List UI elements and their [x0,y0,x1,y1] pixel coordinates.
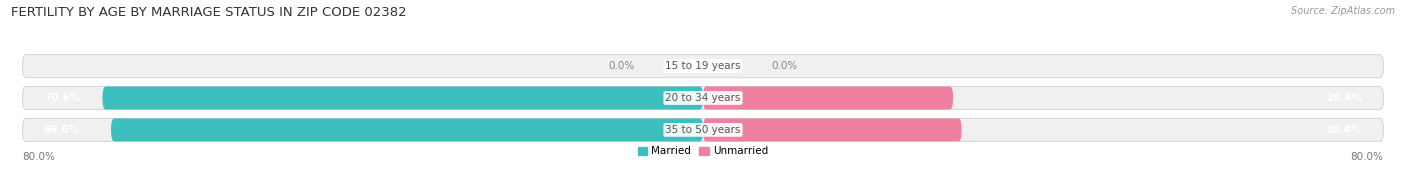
Text: 29.4%: 29.4% [1326,93,1362,103]
Text: 30.4%: 30.4% [1326,125,1362,135]
FancyBboxPatch shape [703,118,962,141]
FancyBboxPatch shape [22,55,1384,78]
Text: 20 to 34 years: 20 to 34 years [665,93,741,103]
Text: 0.0%: 0.0% [770,61,797,71]
Text: 15 to 19 years: 15 to 19 years [665,61,741,71]
Legend: Married, Unmarried: Married, Unmarried [638,146,768,156]
Text: 80.0%: 80.0% [22,152,55,162]
FancyBboxPatch shape [703,86,953,110]
Text: 70.6%: 70.6% [44,93,80,103]
Text: 0.0%: 0.0% [609,61,636,71]
Text: FERTILITY BY AGE BY MARRIAGE STATUS IN ZIP CODE 02382: FERTILITY BY AGE BY MARRIAGE STATUS IN Z… [11,6,406,19]
FancyBboxPatch shape [22,86,1384,110]
Text: 35 to 50 years: 35 to 50 years [665,125,741,135]
Text: 69.6%: 69.6% [44,125,80,135]
Text: 80.0%: 80.0% [1351,152,1384,162]
FancyBboxPatch shape [111,118,703,141]
FancyBboxPatch shape [22,118,1384,141]
FancyBboxPatch shape [103,86,703,110]
Text: Source: ZipAtlas.com: Source: ZipAtlas.com [1291,6,1395,16]
